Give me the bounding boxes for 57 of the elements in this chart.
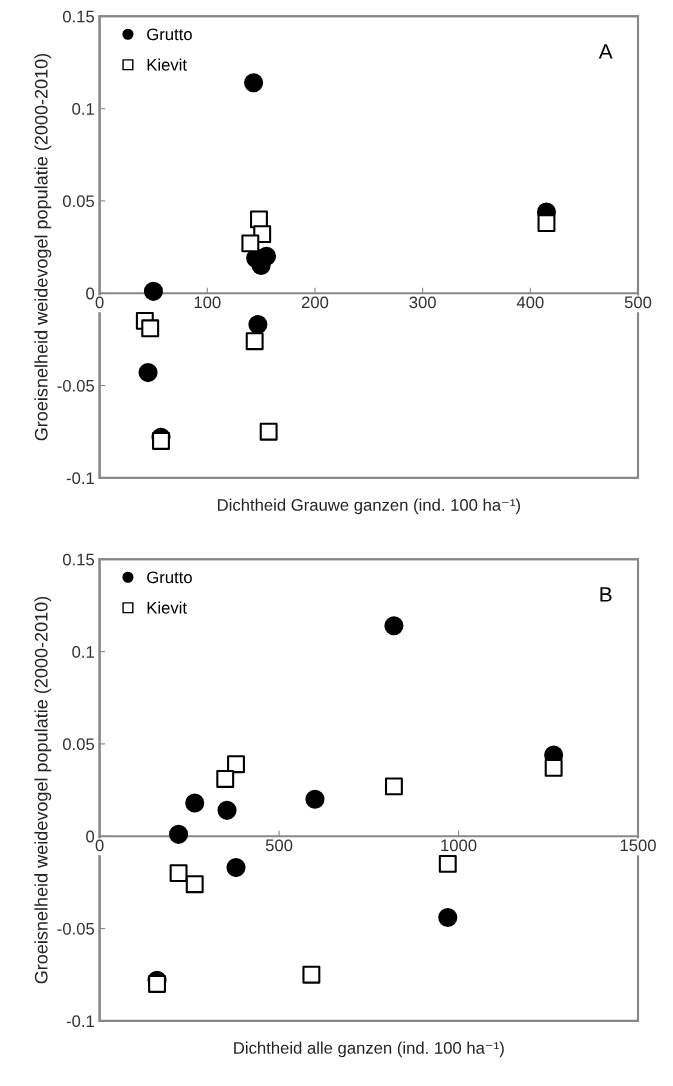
- point: [302, 965, 321, 984]
- point: [248, 315, 268, 335]
- x-tick-label: 1500: [620, 839, 656, 852]
- y-tick-label: 0.05: [62, 195, 95, 208]
- legend-label: Kievit: [147, 601, 187, 614]
- point: [141, 319, 160, 338]
- point: [169, 824, 189, 844]
- x-tick-label: 400: [516, 296, 544, 309]
- point: [544, 758, 563, 777]
- legend-label: Grutto: [147, 571, 192, 584]
- point: [256, 246, 277, 266]
- x-tick-label: 100: [194, 296, 221, 309]
- point: [244, 73, 264, 93]
- point: [138, 363, 158, 383]
- point: [143, 281, 163, 301]
- legend-label: Grutto: [147, 28, 192, 41]
- point: [169, 864, 188, 883]
- annotation: B: [600, 587, 612, 602]
- y-tick-label: 0: [86, 287, 95, 300]
- y-tick-label: 0.15: [62, 553, 95, 566]
- y-tick-label: -0.05: [57, 922, 95, 935]
- y-tick-label: 0.05: [62, 738, 95, 751]
- x-axis-title: Dichtheid Grauwe ganzen (ind. 100 ha⁻¹): [218, 498, 520, 515]
- y-tick-label: 0: [86, 830, 95, 843]
- point: [227, 755, 245, 774]
- point: [384, 777, 403, 796]
- point: [217, 800, 237, 820]
- y-axis-title: Groeisnelheid weidevogel populatie (2000-2010): [34, 596, 52, 984]
- annotation: A: [598, 44, 613, 59]
- point: [537, 214, 556, 233]
- point: [185, 875, 204, 894]
- point: [438, 907, 458, 927]
- point: [241, 234, 260, 253]
- y-tick-label: -0.1: [66, 472, 94, 485]
- point: [226, 858, 246, 878]
- y-tick-label: -0.1: [66, 1015, 94, 1028]
- legend-label: Kievit: [147, 58, 187, 71]
- y-tick-label: 0.1: [72, 103, 94, 115]
- point: [185, 793, 205, 813]
- y-tick-label: 0.15: [62, 10, 95, 23]
- x-tick-label: 500: [265, 839, 293, 852]
- x-tick-label: 300: [409, 296, 436, 309]
- x-tick-label: 0: [95, 296, 104, 309]
- point: [305, 789, 325, 809]
- point: [384, 616, 404, 636]
- x-tick-label: 0: [95, 839, 104, 852]
- point: [245, 332, 264, 351]
- y-tick-label: 0.1: [72, 646, 94, 658]
- x-tick-label: 500: [624, 296, 652, 309]
- y-tick-label: -0.05: [57, 379, 95, 392]
- y-axis-title: Groeisnelheid weidevogel populatie (2000-2010): [34, 53, 52, 441]
- point: [438, 854, 457, 873]
- x-axis-title: Dichtheid alle ganzen (ind. 100 ha⁻¹): [234, 1041, 504, 1058]
- x-tick-label: 200: [301, 296, 329, 309]
- x-tick-label: 1000: [441, 839, 477, 852]
- point: [259, 422, 278, 441]
- point: [216, 770, 235, 788]
